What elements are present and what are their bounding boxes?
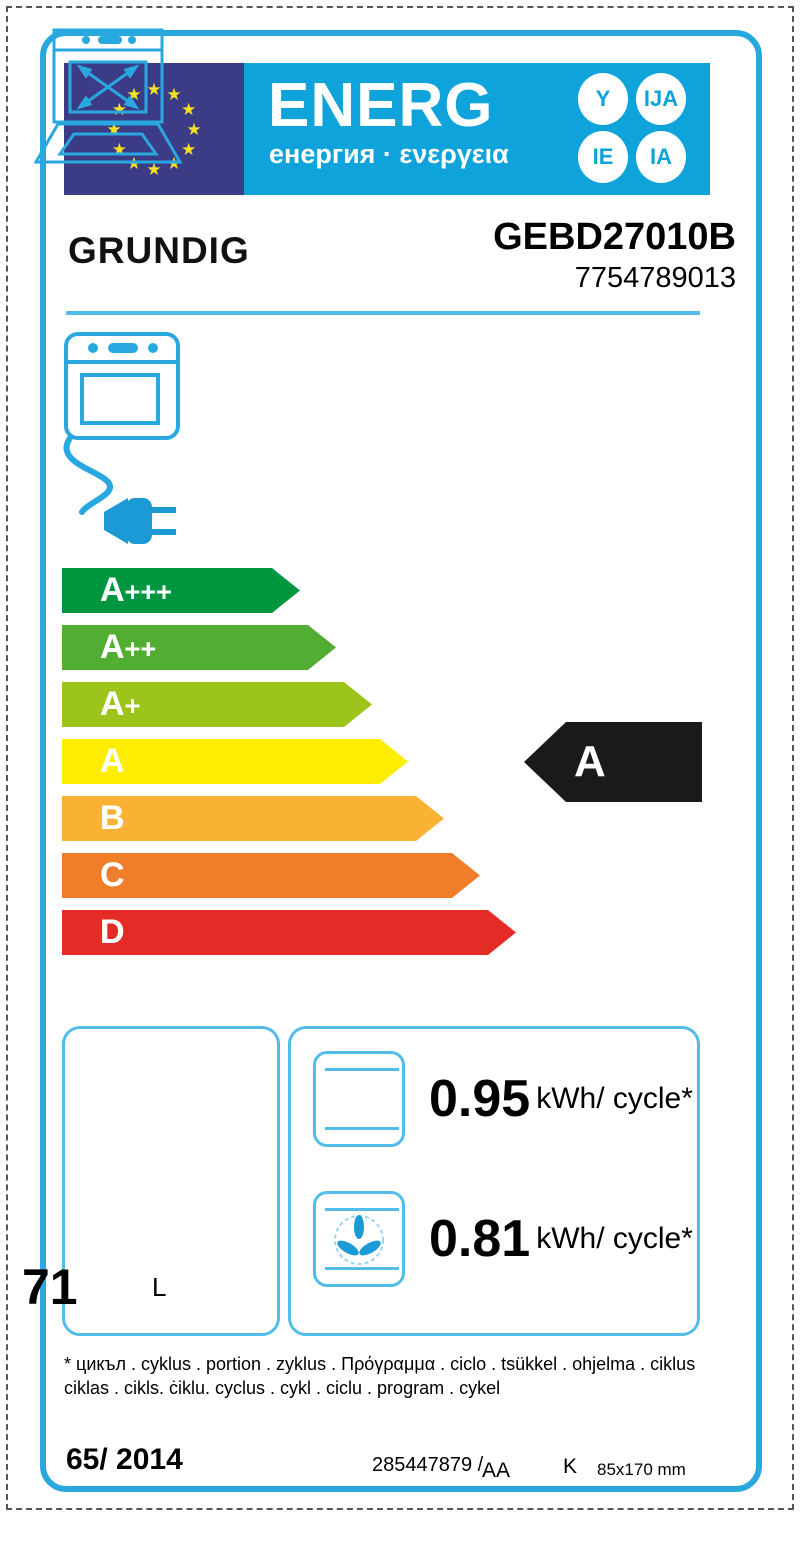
rating-class-letter: A [574,737,606,786]
energy-class-label: A+++ [100,571,172,609]
label-code: K [563,1455,578,1478]
energ-logo-block: ENERG енергия · ενεργεια Y IJA IE IA [244,63,710,195]
header-divider [66,311,700,315]
eu-star-icon: ★ [181,139,197,159]
model-name: GEBD27010B [493,216,736,258]
energy-class-label: A [100,742,125,780]
energy-unit-fan-forced: kWh/ cycle* [536,1222,693,1255]
label-header: ★ ★ ★ ★ ★ ★ ★ ★ ★ ★ ★ ★ ENERG енергия · ενεργεια Y … [64,63,710,195]
language-bubble-ija: IJA [636,73,686,125]
energy-unit-conventional: kWh/ cycle* [536,1082,693,1115]
energy-row-fan-forced: 0.81 kWh/ cycle* [313,1191,693,1287]
heating-element-top [325,1068,399,1071]
cycle-translations-footnote: * цикъл . cyklus . portion . zyklus . Πρ… [64,1352,714,1400]
energy-class-label: D [100,913,125,951]
cut-line-border [6,6,794,1510]
eu-star-icon: ★ [181,99,197,119]
label-size: 85x170 mm [597,1460,686,1479]
brand-name: GRUNDIG [68,230,250,271]
eu-star-icon: ★ [166,84,182,104]
language-bubble-grid: Y IJA IE IA [578,73,700,185]
language-bubble-ia: IA [636,131,686,183]
cavity-volume-value: 71 [22,1259,78,1315]
heating-element-top [325,1208,399,1211]
eu-star-icon: ★ [146,159,162,179]
cavity-volume-unit: L [152,1272,167,1302]
energ-subtitle: енергия · ενεργεια [269,139,509,169]
energy-class-bar: B [62,796,444,841]
energy-value-fan-forced: 0.81 [429,1210,531,1268]
energy-class-bar: A [62,739,408,784]
heating-element-bottom [325,1127,399,1130]
language-bubble-y: Y [578,73,628,125]
energy-class-label: A++ [100,628,157,666]
energy-class-bar: C [62,853,480,898]
energy-class-label: C [100,856,125,894]
energy-class-ladder: A+++ A++ A+ A B C D [62,568,702,970]
product-number: 7754789013 [574,262,736,294]
energy-class-label: A+ [100,685,141,723]
reference-number: 285447879 / [372,1454,484,1476]
energy-value-conventional: 0.95 [429,1070,531,1128]
heating-element-bottom [325,1267,399,1270]
energy-class-label: B [100,799,125,837]
energy-row-conventional: 0.95 kWh/ cycle* [313,1051,693,1147]
conventional-heating-icon [313,1051,405,1147]
oven-with-power-plug-icon [58,330,278,555]
cavity-volume-panel [62,1026,280,1336]
eu-star-icon: ★ [186,119,202,139]
energy-consumption-panel: 0.95 kWh/ cycle* 0.81 kWh/ cycle* [288,1026,700,1336]
energy-class-bar: A++ [62,625,336,670]
revision-code: AA [482,1459,511,1482]
energy-class-bar: A+ [62,682,372,727]
language-bubble-ie: IE [578,131,628,183]
eu-star-icon: ★ [126,154,142,174]
energ-wordmark: ENERG [268,71,494,140]
eu-star-icon: ★ [146,79,162,99]
energy-class-bar: D [62,910,516,955]
oven-cavity-volume-icon [28,24,188,174]
footnote-line-1: * цикъл . cyklus . portion . zyklus . Πρ… [64,1354,696,1374]
eu-flag-icon: ★ ★ ★ ★ ★ ★ ★ ★ ★ ★ ★ ★ [64,63,244,195]
fan-forced-heating-icon [313,1191,405,1287]
energy-class-bar: A+++ [62,568,300,613]
energy-class-rating-arrow: A [522,718,702,806]
regulation-number: 65/ 2014 [66,1443,183,1476]
footnote-line-2: ciklas . cikls. ċiklu. cyclus . cykl . c… [64,1378,501,1398]
